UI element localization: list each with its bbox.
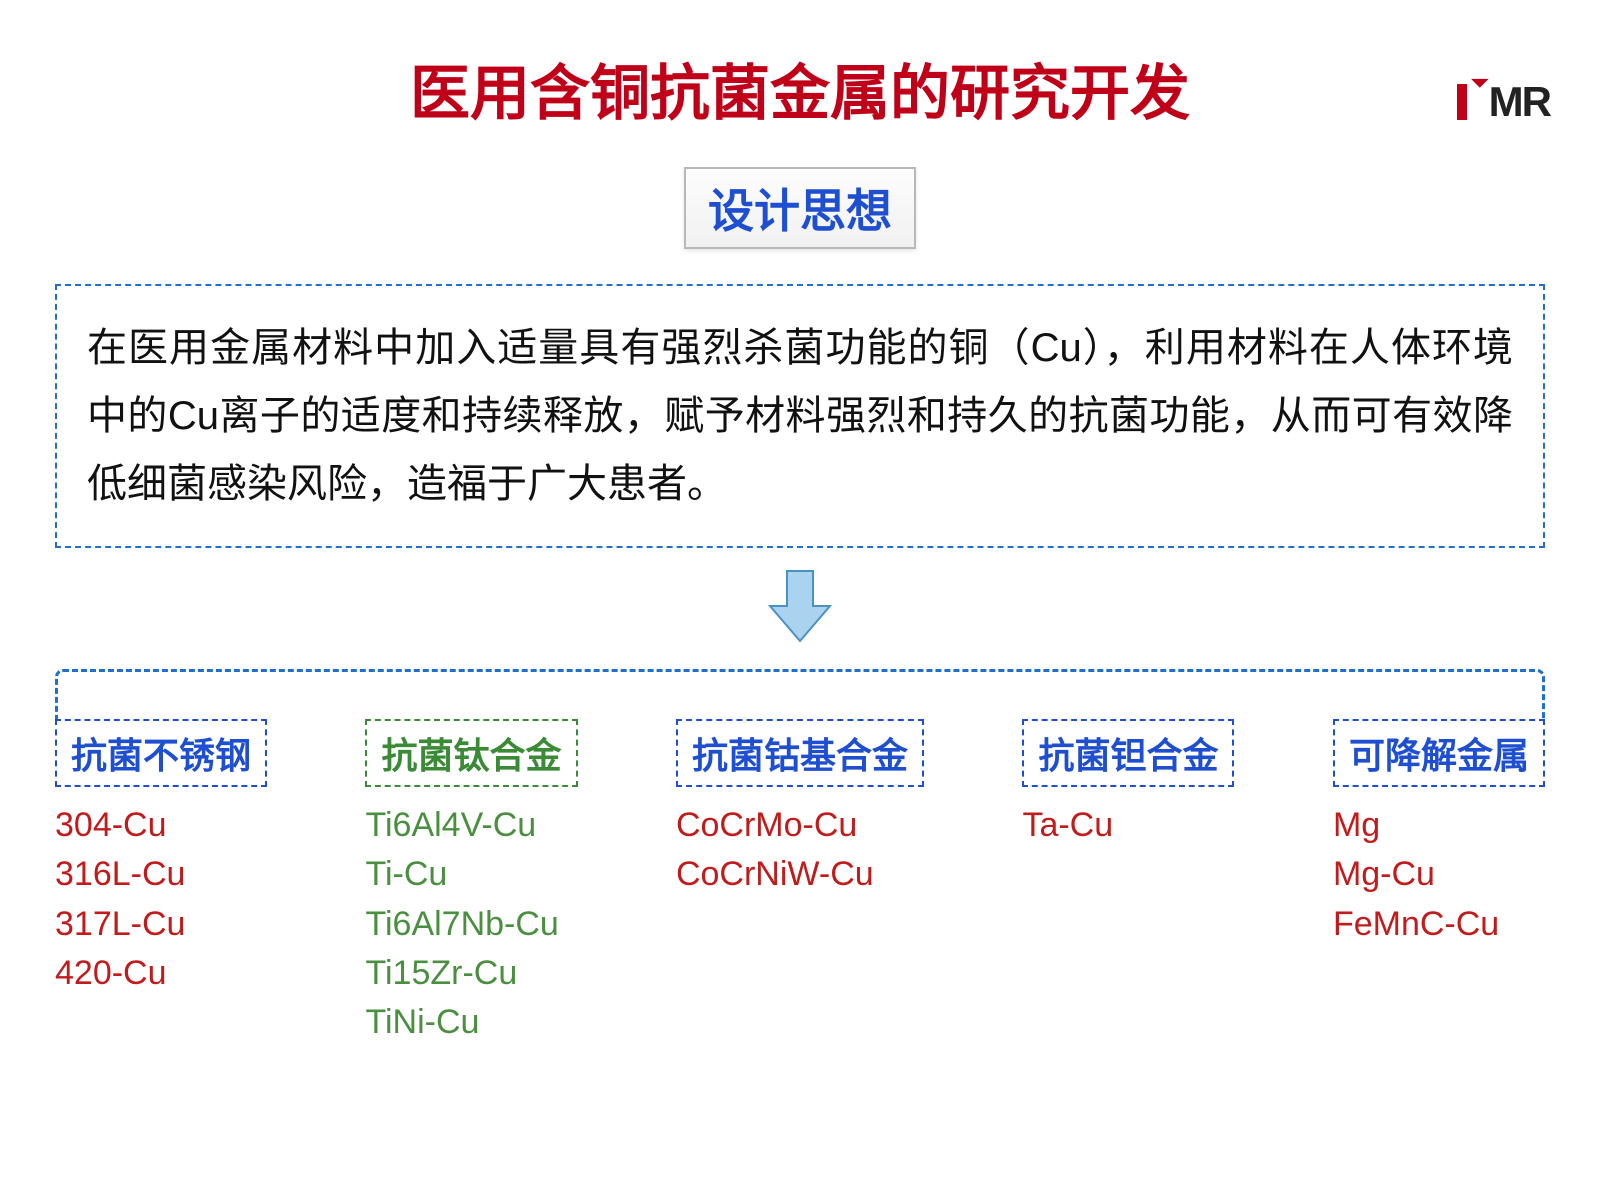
logo-caret-icon: ▼ [1465,75,1493,92]
bracket-connector [55,669,1545,719]
arrow-container [0,566,1600,651]
category-items: 304-Cu 316L-Cu 317L-Cu 420-Cu [55,801,267,998]
list-item: 304-Cu [55,801,267,850]
categories-row: 抗菌不锈钢 304-Cu 316L-Cu 317L-Cu 420-Cu 抗菌钛合… [55,719,1545,1047]
category-degradable: 可降解金属 Mg Mg-Cu FeMnC-Cu [1333,719,1545,1047]
description-box: 在医用金属材料中加入适量具有强烈杀菌功能的铜（Cu），利用材料在人体环境中的Cu… [55,284,1545,548]
logo-text: MR [1489,78,1550,125]
page-title: 医用含铜抗菌金属的研究开发 [0,45,1600,132]
list-item: TiNi-Cu [365,998,577,1047]
category-head: 抗菌不锈钢 [55,719,267,787]
category-items: CoCrMo-Cu CoCrNiW-Cu [676,801,924,900]
down-arrow-icon [765,566,835,646]
list-item: Ti6Al4V-Cu [365,801,577,850]
list-item: Mg-Cu [1333,850,1545,899]
imr-logo: ▼MR [1457,75,1550,126]
category-head: 抗菌钴基合金 [676,719,924,787]
list-item: Ti-Cu [365,850,577,899]
category-items: Mg Mg-Cu FeMnC-Cu [1333,801,1545,949]
list-item: 317L-Cu [55,900,267,949]
list-item: 316L-Cu [55,850,267,899]
category-cobalt: 抗菌钴基合金 CoCrMo-Cu CoCrNiW-Cu [676,719,924,1047]
category-head: 可降解金属 [1333,719,1545,787]
list-item: Mg [1333,801,1545,850]
category-head: 抗菌钛合金 [365,719,577,787]
list-item: Ta-Cu [1022,801,1234,850]
category-items: Ta-Cu [1022,801,1234,850]
list-item: CoCrMo-Cu [676,801,924,850]
list-item: CoCrNiW-Cu [676,850,924,899]
category-head: 抗菌钽合金 [1022,719,1234,787]
category-tantalum: 抗菌钽合金 Ta-Cu [1022,719,1234,1047]
category-titanium: 抗菌钛合金 Ti6Al4V-Cu Ti-Cu Ti6Al7Nb-Cu Ti15Z… [365,719,577,1047]
list-item: 420-Cu [55,949,267,998]
category-stainless: 抗菌不锈钢 304-Cu 316L-Cu 317L-Cu 420-Cu [55,719,267,1047]
list-item: Ti6Al7Nb-Cu [365,900,577,949]
list-item: Ti15Zr-Cu [365,949,577,998]
subtitle-box: 设计思想 [684,167,916,249]
list-item: FeMnC-Cu [1333,900,1545,949]
subtitle-container: 设计思想 [0,167,1600,249]
category-items: Ti6Al4V-Cu Ti-Cu Ti6Al7Nb-Cu Ti15Zr-Cu T… [365,801,577,1047]
